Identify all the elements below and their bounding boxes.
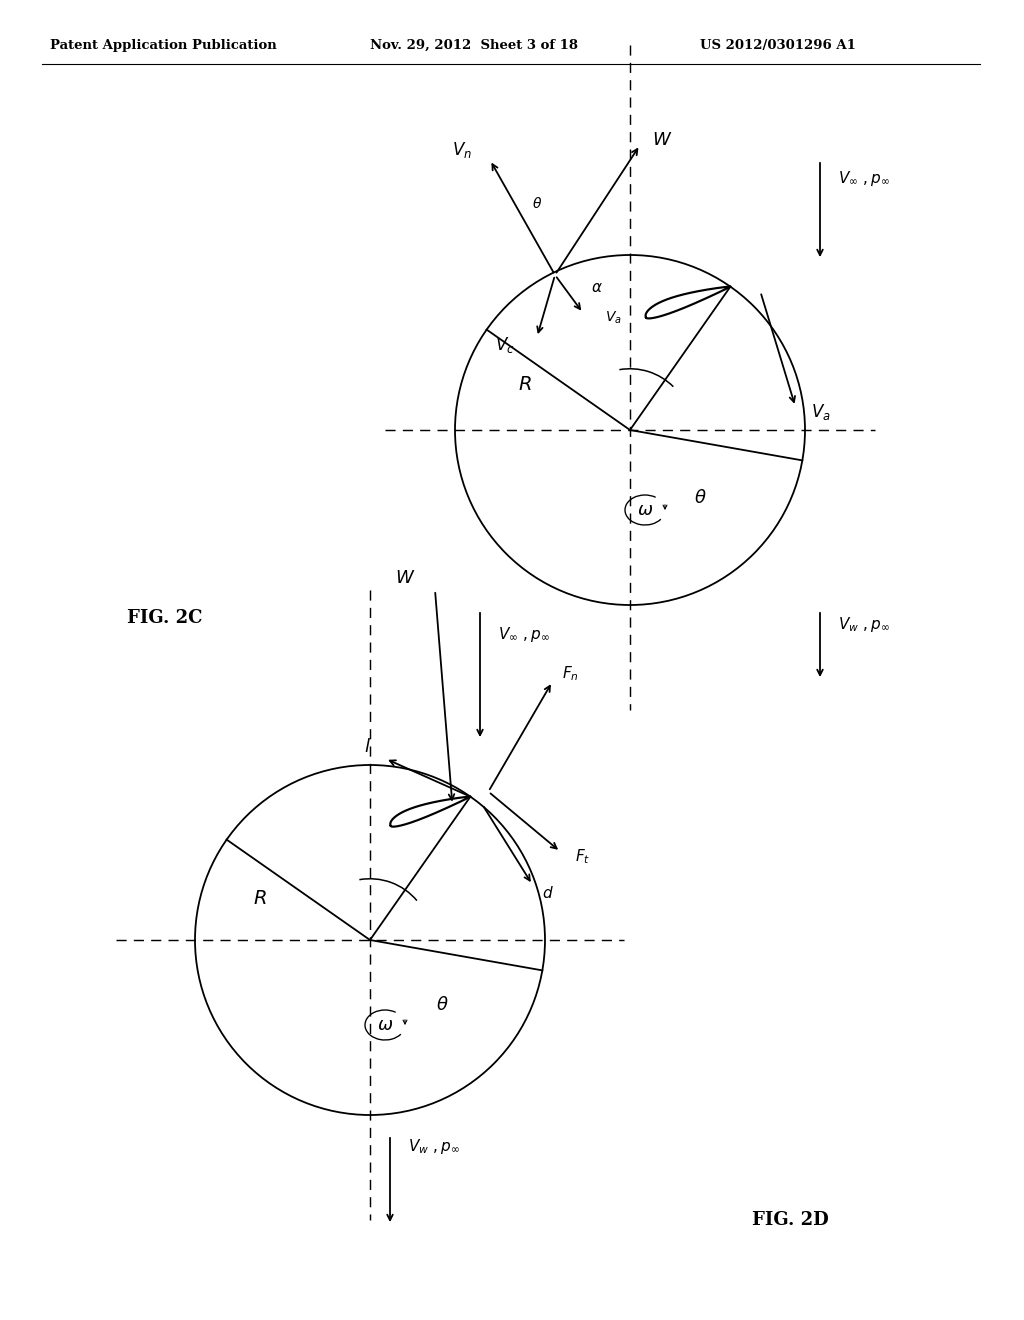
Text: $V_a$: $V_a$ <box>811 401 830 421</box>
Text: $R$: $R$ <box>518 375 531 395</box>
Text: $V_{\infty}\ ,p_{\infty}$: $V_{\infty}\ ,p_{\infty}$ <box>838 169 890 187</box>
Text: $V_{\infty}\ ,p_{\infty}$: $V_{\infty}\ ,p_{\infty}$ <box>498 626 550 644</box>
Text: $V_w\ ,p_{\infty}$: $V_w\ ,p_{\infty}$ <box>408 1138 460 1156</box>
Text: $F_t$: $F_t$ <box>574 847 590 866</box>
Text: $d$: $d$ <box>542 884 553 900</box>
Text: $F_n$: $F_n$ <box>562 664 579 682</box>
Text: Patent Application Publication: Patent Application Publication <box>50 40 276 51</box>
Text: $\theta$: $\theta$ <box>531 195 542 210</box>
Text: $\alpha$: $\alpha$ <box>591 280 603 294</box>
Text: $R$: $R$ <box>253 888 267 908</box>
Text: $\theta$: $\theta$ <box>693 488 707 507</box>
Text: $W$: $W$ <box>652 131 672 149</box>
Text: FIG. 2C: FIG. 2C <box>127 609 203 627</box>
Text: $W$: $W$ <box>395 569 415 587</box>
Text: Nov. 29, 2012  Sheet 3 of 18: Nov. 29, 2012 Sheet 3 of 18 <box>370 40 578 51</box>
Text: $V_w\ ,p_{\infty}$: $V_w\ ,p_{\infty}$ <box>838 615 890 635</box>
Text: $l$: $l$ <box>364 738 371 755</box>
Text: US 2012/0301296 A1: US 2012/0301296 A1 <box>700 40 856 51</box>
Text: $V_c$: $V_c$ <box>496 335 515 355</box>
Text: $\omega$: $\omega$ <box>377 1016 393 1034</box>
Text: FIG. 2D: FIG. 2D <box>752 1210 828 1229</box>
Text: $V_a$: $V_a$ <box>604 310 622 326</box>
Text: $\omega$: $\omega$ <box>637 502 653 519</box>
Text: $\theta$: $\theta$ <box>435 997 449 1014</box>
Text: $V_n$: $V_n$ <box>452 140 472 160</box>
